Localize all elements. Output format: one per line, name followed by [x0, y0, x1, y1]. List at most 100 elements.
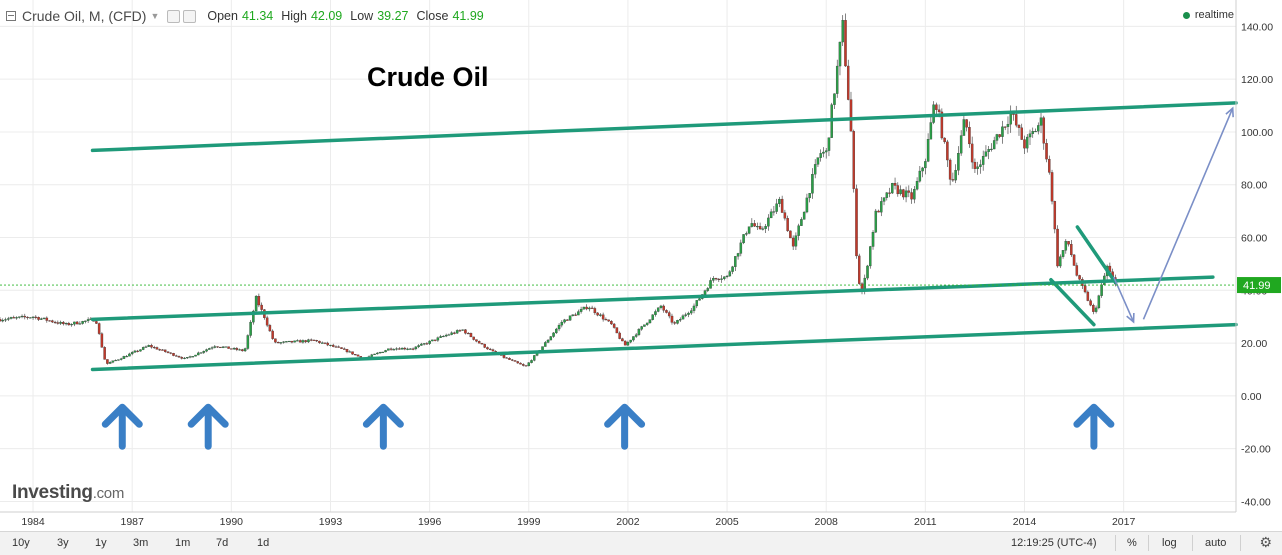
candle-down [309, 339, 313, 341]
toolbar-divider [1192, 535, 1193, 551]
candle-down [491, 349, 495, 352]
candle-up [64, 323, 68, 325]
candle-up [1031, 131, 1035, 134]
range-1m-button[interactable]: 1m [175, 537, 191, 549]
candle-up [891, 182, 894, 194]
candle-down [673, 322, 676, 324]
candle-up [838, 41, 842, 67]
candle-down [34, 316, 38, 318]
candle-up [81, 321, 84, 324]
y-tick-label: -20.00 [1241, 444, 1271, 456]
candle-down [458, 330, 462, 332]
range-10y-button[interactable]: 10y [12, 537, 30, 549]
trendline [90, 322, 1238, 372]
chart-grid [0, 0, 1236, 512]
candle-up [676, 320, 679, 324]
arrowhead-icon [1225, 106, 1234, 118]
close-icon[interactable] [183, 9, 197, 23]
candle-down [95, 321, 98, 324]
y-tick-label: 0.00 [1241, 391, 1262, 403]
candle-up [329, 344, 332, 346]
candle-down [45, 317, 49, 321]
candle-down [56, 322, 60, 324]
candle-up [1100, 284, 1103, 296]
x-tick-label: 1987 [121, 516, 145, 528]
candle-up [417, 345, 420, 348]
range-1d-button[interactable]: 1d [257, 537, 270, 549]
symbol-label[interactable]: Crude Oil, M, (CFD) [22, 8, 147, 24]
price-chart[interactable]: -40.00-20.000.0020.0040.0060.0080.00100.… [0, 0, 1282, 531]
candle-down [0, 319, 2, 322]
range-3y-button[interactable]: 3y [57, 537, 69, 549]
candle-up [307, 339, 310, 343]
candle-up [221, 346, 225, 348]
y-axis: -40.00-20.000.0020.0040.0060.0080.00100.… [1235, 0, 1273, 512]
candle-up [899, 189, 902, 195]
candle-up [687, 312, 690, 315]
candle-down [970, 143, 974, 163]
candle-up [205, 349, 208, 352]
range-1y-button[interactable]: 1y [95, 537, 107, 549]
candle-down [593, 308, 597, 314]
candle-up [450, 332, 453, 335]
candle-up [794, 235, 798, 247]
candle-up [9, 317, 13, 319]
candle-down [334, 346, 338, 348]
candle-up [918, 170, 922, 182]
candle-up [984, 151, 988, 157]
candle-down [67, 323, 71, 326]
log-scale-button[interactable]: log [1162, 537, 1177, 549]
candle-up [1059, 256, 1062, 267]
range-3m-button[interactable]: 3m [133, 537, 149, 549]
candle-down [398, 348, 401, 350]
candle-up [926, 139, 930, 162]
candle-up [992, 140, 996, 150]
candle-down [1089, 300, 1092, 306]
candle-up [420, 343, 423, 346]
auto-scale-button[interactable]: auto [1205, 537, 1227, 549]
chevron-down-icon[interactable]: ▼ [150, 11, 160, 21]
candle-down [230, 348, 233, 350]
candle-up [725, 275, 729, 277]
candle-up [805, 197, 809, 213]
candle-up [414, 346, 418, 350]
candle-up [995, 134, 999, 141]
candle-down [180, 357, 184, 359]
trendline [90, 275, 1215, 322]
candle-down [480, 343, 484, 345]
candle-down [216, 346, 219, 348]
candle-up [455, 330, 459, 334]
candle-up [238, 349, 241, 351]
percent-scale-button[interactable]: % [1127, 537, 1137, 549]
range-7d-button[interactable]: 7d [216, 537, 229, 549]
candlestick-series [0, 13, 1117, 367]
candle-up [769, 211, 773, 219]
candle-down [596, 312, 599, 316]
candle-up [370, 354, 374, 357]
settings-icon[interactable] [167, 9, 181, 23]
gear-icon[interactable]: ⚙ [1259, 534, 1272, 550]
x-tick-label: 1993 [319, 516, 343, 528]
candle-up [428, 340, 431, 344]
candle-down [150, 345, 153, 348]
candle-down [486, 347, 489, 350]
candle-up [208, 348, 211, 350]
candle-down [893, 182, 897, 186]
candle-up [706, 288, 710, 291]
candle-down [1017, 125, 1021, 128]
candle-down [241, 349, 244, 352]
candle-up [728, 271, 732, 277]
candle-down [488, 348, 492, 350]
candle-up [764, 226, 767, 229]
candle-down [276, 341, 280, 344]
candle-down [717, 278, 721, 281]
candle-up [739, 242, 743, 254]
low-label: Low [350, 9, 374, 23]
x-tick-label: 1996 [418, 516, 442, 528]
x-tick-label: 1990 [220, 516, 244, 528]
logo-suffix: .com [92, 485, 125, 502]
candle-up [921, 167, 924, 172]
candle-up [651, 314, 654, 320]
collapse-icon[interactable] [6, 11, 16, 21]
candle-up [125, 356, 128, 358]
